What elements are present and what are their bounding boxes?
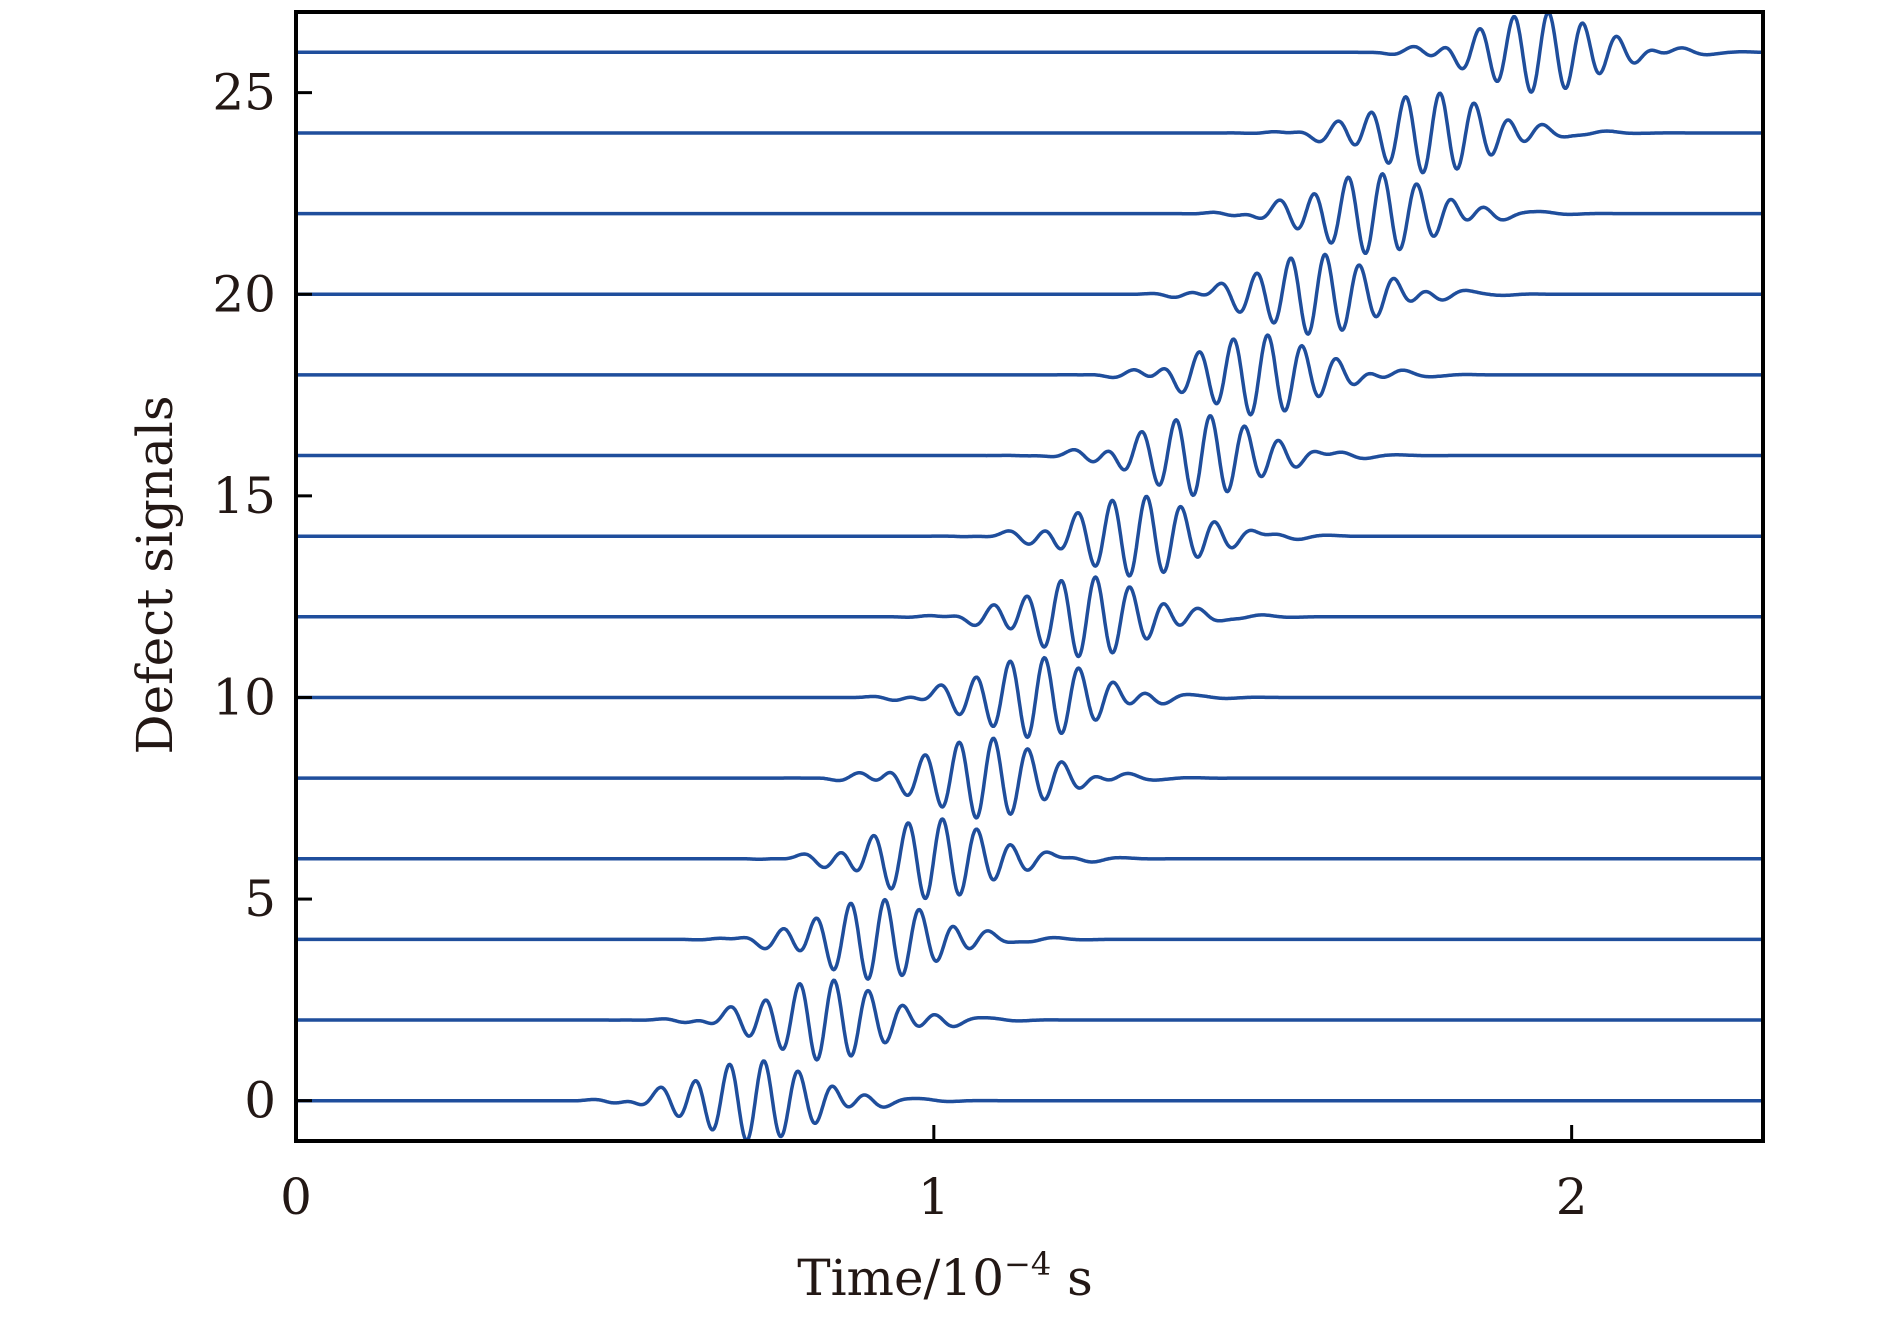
signal-trace-20 bbox=[295, 252, 1764, 336]
y-tick-label: 10 bbox=[212, 668, 276, 726]
signal-traces bbox=[295, 10, 1764, 1143]
y-tick-label: 15 bbox=[212, 467, 276, 525]
signal-trace-8 bbox=[295, 736, 1764, 820]
signal-trace-2 bbox=[295, 978, 1764, 1062]
x-tick-label: 1 bbox=[918, 1168, 950, 1226]
x-axis-title: Time/10−4 s bbox=[797, 1245, 1093, 1307]
signal-trace-10 bbox=[295, 655, 1764, 740]
signal-trace-4 bbox=[295, 897, 1764, 981]
y-tick-label: 5 bbox=[244, 870, 276, 928]
plot-frame bbox=[294, 10, 1765, 1143]
y-tick-label: 20 bbox=[212, 265, 276, 323]
signal-trace-22 bbox=[295, 172, 1764, 256]
x-axis-ticks: 0 1 2 bbox=[280, 1125, 1588, 1226]
signal-trace-26 bbox=[295, 10, 1764, 94]
signal-trace-24 bbox=[295, 91, 1764, 175]
signal-trace-16 bbox=[295, 414, 1764, 498]
y-axis-ticks: 0 5 10 15 20 25 bbox=[212, 64, 312, 1130]
y-axis-title: Defect signals bbox=[126, 395, 184, 754]
signal-trace-0 bbox=[295, 1059, 1764, 1143]
y-tick-label: 25 bbox=[212, 64, 276, 122]
x-tick-label: 0 bbox=[280, 1168, 312, 1226]
signal-trace-18 bbox=[295, 333, 1764, 417]
signal-trace-12 bbox=[295, 575, 1764, 659]
signal-trace-6 bbox=[295, 817, 1764, 901]
x-tick-label: 2 bbox=[1556, 1168, 1588, 1226]
signal-trace-14 bbox=[295, 494, 1764, 578]
y-tick-label: 0 bbox=[244, 1072, 276, 1130]
